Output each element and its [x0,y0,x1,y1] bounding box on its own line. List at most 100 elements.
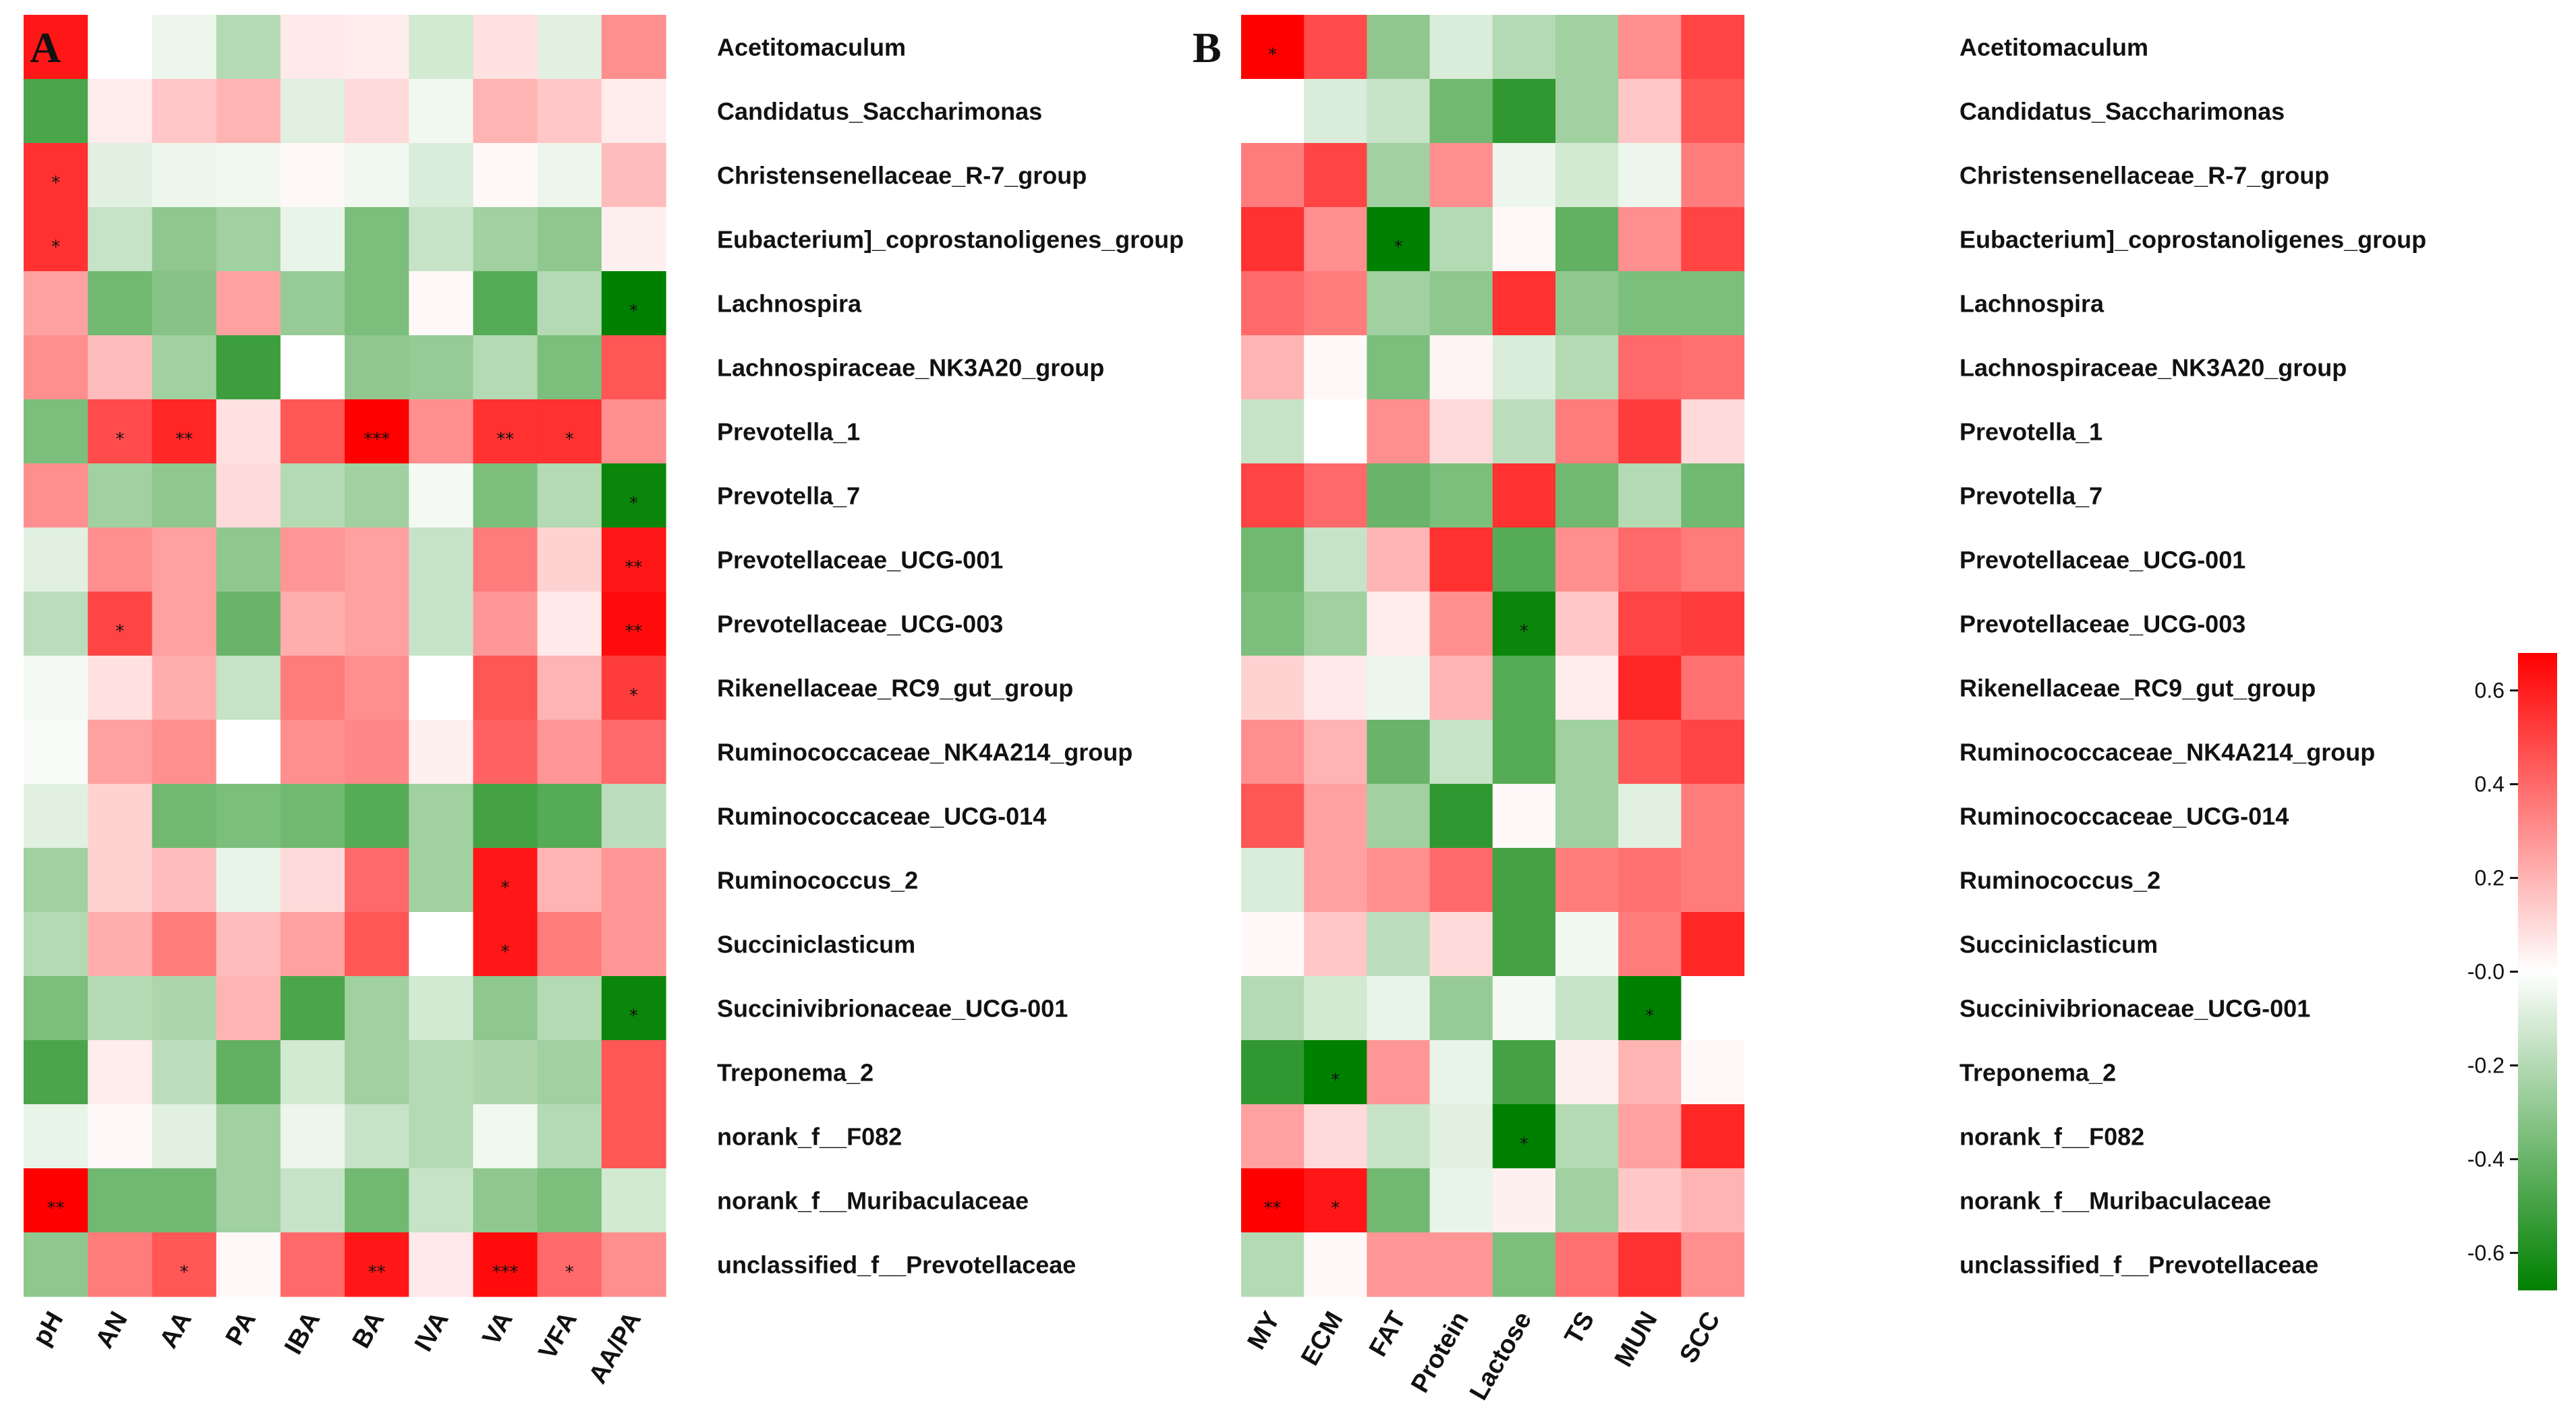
heatmap-cell [537,848,602,913]
heatmap-cell [537,335,602,400]
heatmap-cell [1681,15,1745,80]
heatmap-cell [601,335,666,400]
heatmap-cell [1618,463,1682,528]
heatmap-cell [601,1232,666,1297]
heatmap-cell [1304,527,1367,592]
heatmap-cell [1429,463,1493,528]
heatmap-cell [1367,143,1431,208]
heatmap-cell [88,976,152,1041]
heatmap-cell [88,720,152,784]
heatmap-cell [537,79,602,144]
heatmap-cell [1555,592,1619,656]
heatmap-cell [1304,1232,1367,1297]
heatmap-cell [280,399,345,464]
heatmap-cell [601,1040,666,1105]
heatmap-cell [1681,463,1745,528]
heatmap-cell [152,912,217,977]
heatmap-cell [1555,784,1619,849]
heatmap-cell [409,399,474,464]
row-label: Prevotellaceae_UCG-003 [1959,610,2245,638]
column-label: PA [221,1307,262,1350]
heatmap-cell [1304,1104,1367,1169]
heatmap-cell [473,1168,538,1233]
heatmap-cell [152,143,217,208]
heatmap-cell [152,271,217,336]
heatmap-cell [345,912,409,977]
row-label: Prevotellaceae_UCG-003 [717,610,1003,638]
column-label: MY [1242,1307,1286,1354]
heatmap-cell [1492,335,1556,400]
heatmap-cell [1618,1232,1682,1297]
heatmap-cell [1367,1232,1431,1297]
heatmap-cell [1367,656,1431,720]
heatmap-cell [473,143,538,208]
heatmap-cell [1241,848,1305,913]
heatmap-cell [1618,15,1682,80]
panel-letter: B [1193,24,1222,72]
heatmap-cell [409,1104,474,1169]
heatmap-cell [1618,527,1682,592]
column-label: VFA [534,1307,583,1365]
significance-marker: * [1520,1135,1528,1155]
heatmap-cell [1618,656,1682,720]
row-label: Prevotella_1 [717,418,860,446]
heatmap-cell [1555,1104,1619,1169]
heatmap-cell [24,912,88,977]
heatmap-cell [24,335,88,400]
significance-marker: ** [496,430,514,450]
heatmap-cell [88,463,152,528]
heatmap-cell [1492,463,1556,528]
heatmap-cell [345,79,409,144]
heatmap-cell [1241,79,1305,144]
heatmap-cell [1429,912,1493,977]
column-label: IBA [279,1307,326,1360]
heatmap-cell [601,656,666,720]
significance-marker: * [1645,1006,1654,1027]
significance-marker: * [629,1006,638,1027]
heatmap-cell [88,527,152,592]
heatmap-cell [537,207,602,272]
heatmap-cell [409,848,474,913]
significance-marker: * [629,494,638,514]
heatmap-cell [216,271,281,336]
column-label: AN [90,1307,134,1354]
heatmap-cell [537,15,602,80]
heatmap-cell [88,15,152,80]
heatmap-cell [280,592,345,656]
column-label: TS [1559,1307,1601,1350]
heatmap-cell [1492,976,1556,1041]
heatmap-cell [1555,976,1619,1041]
heatmap-cell [1555,79,1619,144]
heatmap-cell [216,143,281,208]
significance-marker: * [1331,1199,1340,1219]
significance-marker: * [51,237,60,258]
heatmap-cell [601,207,666,272]
heatmap-cell [1681,1232,1745,1297]
heatmap-cell [24,1040,88,1105]
heatmap-cell [345,1040,409,1105]
heatmap-cell [1429,207,1493,272]
heatmap-cell [409,335,474,400]
heatmap-cell [473,976,538,1041]
heatmap-cell [1492,720,1556,784]
heatmap-cell [409,463,474,528]
heatmap-cell [24,207,88,272]
heatmap-cell [601,912,666,977]
heatmap-cell [152,848,217,913]
row-label: Treponema_2 [717,1059,874,1087]
heatmap-cell [280,335,345,400]
heatmap-cell [280,463,345,528]
heatmap-cell [1681,335,1745,400]
significance-marker: ** [1264,1199,1282,1219]
significance-marker: * [565,1263,574,1283]
heatmap-cell [1681,720,1745,784]
significance-marker: * [51,173,60,194]
heatmap-cell [280,79,345,144]
heatmap-cell [473,463,538,528]
heatmap-cell [409,912,474,977]
heatmap-cell [24,1232,88,1297]
heatmap-cell [473,1104,538,1169]
heatmap-cell [1241,1104,1305,1169]
heatmap-cell [473,335,538,400]
heatmap-cell [1429,1040,1493,1105]
